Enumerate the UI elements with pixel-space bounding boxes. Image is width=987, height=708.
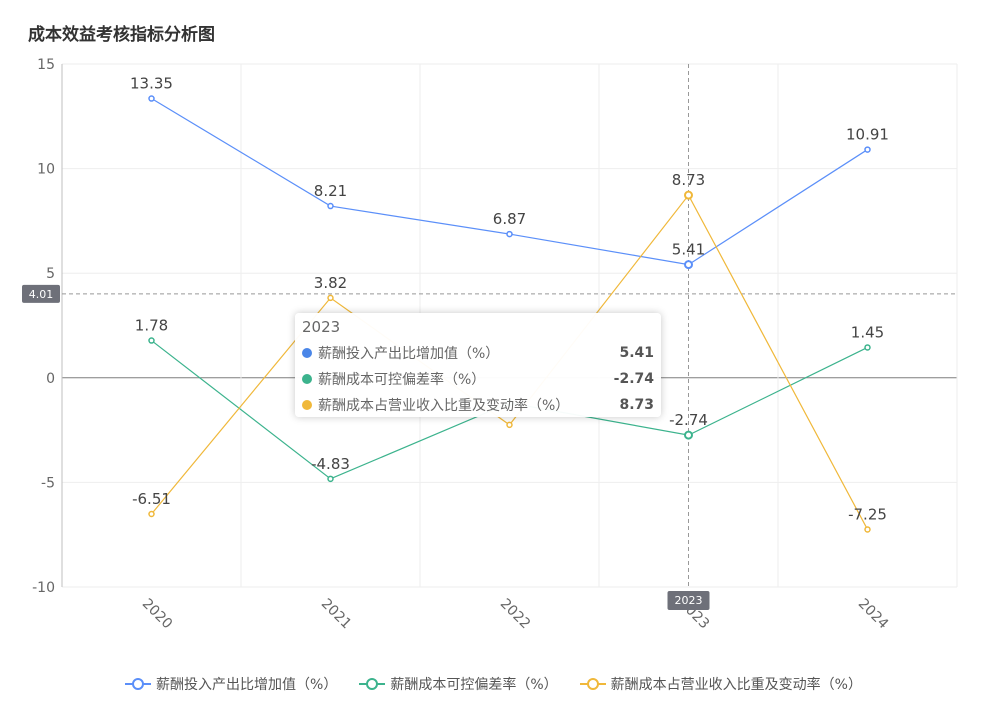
- data-point: [148, 510, 155, 518]
- x-tick-label: 2024: [855, 596, 892, 633]
- tooltip-series-name: 薪酬投入产出比增加值（%）: [318, 346, 500, 362]
- data-label: -4.83: [311, 455, 350, 473]
- y-tick-label: 5: [46, 266, 55, 282]
- data-label: -7.25: [848, 505, 887, 523]
- data-label: 3.82: [314, 274, 347, 292]
- x-tick-label: 2020: [139, 596, 176, 633]
- tooltip-row: 薪酬投入产出比增加值（%） 5.41: [302, 343, 654, 363]
- data-label: 5.41: [672, 241, 705, 259]
- data-point: [506, 230, 513, 238]
- crosshair-y-label: 4.01: [29, 288, 54, 301]
- legend-label: 薪酬成本可控偏差率（%）: [390, 677, 558, 693]
- y-tick-label: 0: [46, 371, 55, 387]
- y-tick-label: -10: [32, 580, 55, 596]
- data-label: 6.87: [493, 210, 526, 228]
- data-point: [148, 337, 155, 344]
- data-point: [684, 260, 693, 270]
- legend-label: 薪酬投入产出比增加值（%）: [156, 677, 338, 693]
- legend-line-icon: [359, 677, 386, 691]
- data-point: [864, 344, 871, 351]
- data-point: [684, 190, 693, 200]
- legend-line-icon: [579, 677, 606, 691]
- legend-item[interactable]: 薪酬投入产出比增加值（%）: [125, 674, 337, 694]
- tooltip-title: 2023: [302, 318, 341, 336]
- data-label: 8.73: [672, 171, 705, 189]
- tooltip-series-value: 8.73: [619, 397, 654, 413]
- data-label: 8.21: [314, 182, 347, 200]
- y-tick-label: 15: [37, 57, 55, 73]
- data-label: 10.91: [846, 126, 889, 144]
- tooltip: 2023 薪酬投入产出比增加值（%） 5.41 薪酬成本可控偏差率（%） -2.…: [295, 313, 661, 417]
- series-dot-icon: [302, 374, 312, 384]
- data-point: [327, 294, 334, 302]
- x-tick-label: 2022: [497, 596, 534, 633]
- data-label: 1.45: [851, 323, 884, 341]
- legend: 薪酬投入产出比增加值（%） 薪酬成本可控偏差率（%） 薪酬成本占营业收入比重及变…: [0, 674, 987, 694]
- series-dot-icon: [302, 400, 312, 410]
- legend-item[interactable]: 薪酬成本可控偏差率（%）: [359, 674, 558, 694]
- tooltip-series-value: 5.41: [619, 345, 654, 361]
- data-point: [148, 95, 155, 102]
- x-tick-label: 2021: [318, 596, 355, 633]
- data-point: [506, 421, 513, 429]
- legend-item[interactable]: 薪酬成本占营业收入比重及变动率（%）: [579, 674, 862, 694]
- tooltip-row: 薪酬成本占营业收入比重及变动率（%） 8.73: [302, 395, 654, 415]
- tooltip-series-value: -2.74: [613, 371, 654, 387]
- data-point: [684, 430, 693, 440]
- data-label: 1.78: [135, 317, 168, 335]
- tooltip-row: 薪酬成本可控偏差率（%） -2.74: [302, 369, 654, 389]
- chart-title: 成本效益考核指标分析图: [28, 25, 215, 45]
- crosshair-x-badge: [667, 591, 710, 610]
- data-label: -6.51: [132, 490, 171, 508]
- series-dot-icon: [302, 348, 312, 358]
- data-label: -2.74: [669, 411, 708, 429]
- crosshair-y-badge: [22, 284, 60, 303]
- crosshair-x-label: 2023: [675, 594, 703, 607]
- y-tick-label: -5: [41, 475, 55, 491]
- legend-line-icon: [125, 677, 152, 691]
- data-label: 13.35: [130, 75, 173, 93]
- data-point: [327, 202, 334, 210]
- tooltip-series-name: 薪酬成本可控偏差率（%）: [318, 372, 486, 388]
- data-point: [327, 475, 334, 483]
- tooltip-series-name: 薪酬成本占营业收入比重及变动率（%）: [318, 398, 570, 414]
- data-point: [864, 526, 871, 533]
- legend-label: 薪酬成本占营业收入比重及变动率（%）: [610, 677, 862, 693]
- y-tick-label: 10: [37, 162, 55, 178]
- series-line: [151, 98, 868, 266]
- data-point: [864, 146, 871, 153]
